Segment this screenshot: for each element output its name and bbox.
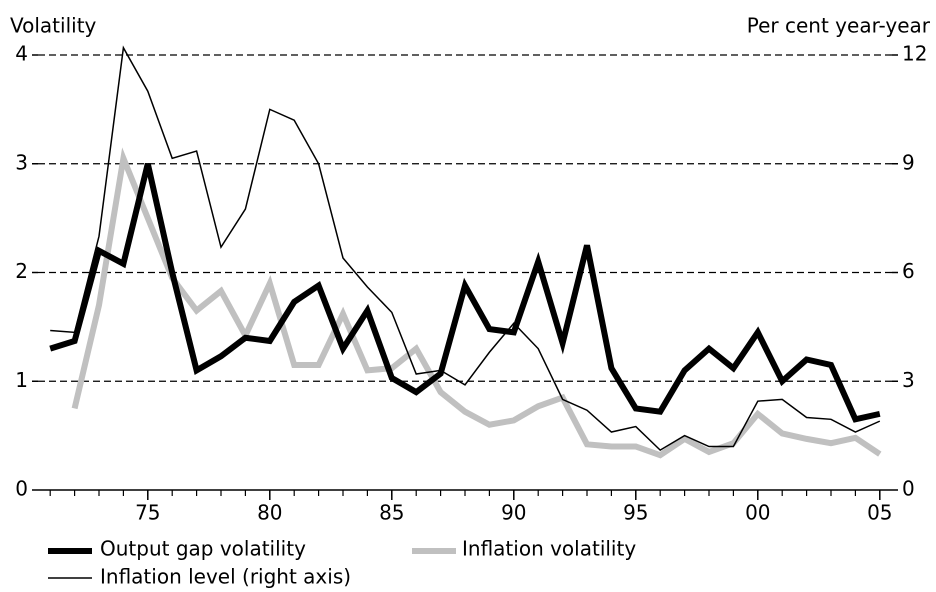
y-axis-title: Volatility [10,14,97,38]
series-line [71,147,882,459]
x-tick-label: 00 [745,501,770,525]
x-tick-label: 90 [501,501,526,525]
x-tick-label: 80 [257,501,282,525]
legend: Output gap volatility Inflation volatili… [48,537,636,589]
y2-axis-title: Per cent year-year [747,14,931,38]
y-tick-label: 3 [15,150,28,174]
legend-label: Inflation volatility [462,537,636,561]
y2-tick-label: 0 [902,477,915,501]
y2-tick-label: 3 [902,368,915,392]
y2-tick-label: 6 [902,259,915,283]
series-line [49,163,881,423]
y2-tick-label: 12 [902,42,927,66]
legend-label: Inflation level (right axis) [100,565,351,589]
x-tick-label: 85 [379,501,404,525]
y-tick-label: 2 [15,259,28,283]
x-tick-label: 05 [867,501,892,525]
y-tick-label: 0 [15,477,28,501]
x-tick-label: 95 [623,501,648,525]
series-line [50,45,881,452]
y2-tick-label: 9 [902,150,915,174]
y-tick-label: 4 [15,42,28,66]
y-tick-label: 1 [15,368,28,392]
x-tick-label: 75 [135,501,160,525]
legend-label: Output gap volatility [100,537,306,561]
